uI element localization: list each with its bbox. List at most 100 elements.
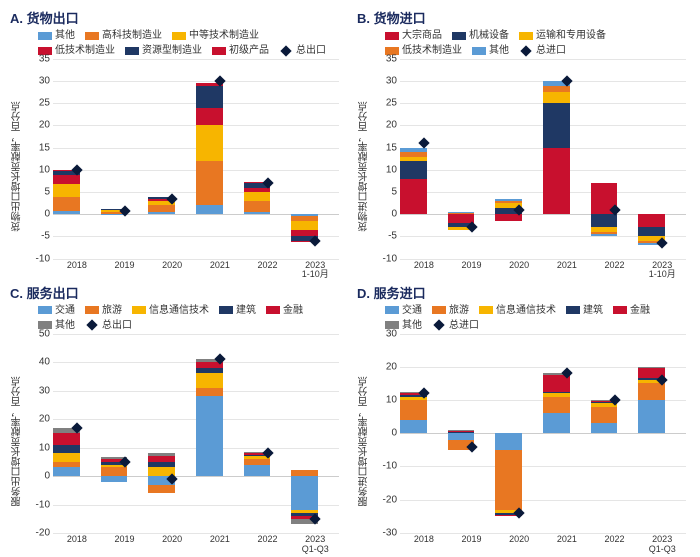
- legend-swatch: [132, 306, 146, 314]
- legend-label: 信息通信技术: [496, 304, 556, 317]
- legend-swatch: [172, 32, 186, 40]
- bar-slot: [400, 334, 448, 534]
- y-tick-label: 50: [39, 328, 50, 339]
- bar-segment: [448, 213, 475, 214]
- x-tick-label: 2020: [148, 535, 196, 549]
- chart-area: 服务出口增长贡献率，百分点-20-10010203040502018201920…: [8, 334, 345, 550]
- bar-slot: [53, 334, 101, 534]
- legend-swatch: [432, 306, 446, 314]
- bars-container: [53, 59, 339, 259]
- y-tick-label: 5: [44, 186, 50, 197]
- legend-label: 其他: [55, 319, 75, 332]
- legend-item: 总出口: [85, 319, 132, 332]
- bar-segment: [244, 188, 271, 192]
- plot: -20-100102030405020182019202020212022202…: [27, 334, 345, 550]
- bar-segment: [543, 393, 570, 396]
- legend-label: 低技术制造业: [402, 44, 462, 57]
- legend-swatch: [266, 306, 280, 314]
- bar-segment: [196, 396, 223, 476]
- legend-label: 建筑: [583, 304, 603, 317]
- diamond-icon: [433, 319, 444, 330]
- y-tick-label: 40: [39, 357, 50, 368]
- panel-title: D. 服务进口: [355, 283, 692, 302]
- bar-slot: [591, 59, 639, 259]
- legend-swatch: [219, 306, 233, 314]
- bar-segment: [638, 214, 665, 227]
- y-tick-label: -10: [36, 253, 50, 264]
- panel-title: A. 货物出口: [8, 8, 345, 27]
- x-tick-label: 2021: [196, 261, 244, 275]
- gridline: [53, 533, 339, 534]
- legend-item: 金融: [613, 304, 650, 317]
- bar-segment: [591, 407, 618, 424]
- legend-swatch: [452, 32, 466, 40]
- bar-slot: [196, 59, 244, 259]
- bar-segment: [196, 108, 223, 126]
- x-tick-label: 2018: [400, 261, 448, 275]
- legend-item: 交通: [385, 304, 422, 317]
- charts-grid: A. 货物出口其他高科技制造业中等技术制造业低技术制造业资源型制造业初级产品总出…: [8, 8, 692, 549]
- bar-segment: [244, 465, 271, 476]
- legend-swatch: [85, 32, 99, 40]
- bar-segment: [400, 152, 427, 156]
- legend-label: 机械设备: [469, 29, 509, 42]
- bar-slot: [244, 59, 292, 259]
- x-tick-label: 2021: [543, 535, 591, 549]
- bar-slot: [291, 59, 339, 259]
- bar-segment: [448, 431, 475, 432]
- bar-segment: [543, 148, 570, 214]
- x-tick-label: 2021: [196, 535, 244, 549]
- x-tick-label: 2018: [400, 535, 448, 549]
- bar-segment: [53, 197, 80, 210]
- bar-slot: [148, 59, 196, 259]
- plot: -10-505101520253035201820192020202120222…: [27, 59, 345, 275]
- bar-segment: [448, 430, 475, 431]
- y-axis-label: 服务进口增长贡献率，百分点: [355, 334, 374, 550]
- y-tick-label: 30: [386, 76, 397, 87]
- legend-swatch: [125, 47, 139, 55]
- y-tick-label: 10: [39, 164, 50, 175]
- bar-segment: [196, 161, 223, 205]
- y-tick-label: -10: [36, 499, 50, 510]
- bar-segment: [291, 476, 318, 510]
- legend-label: 其他: [402, 319, 422, 332]
- legend-item: 其他: [472, 44, 509, 57]
- diamond-icon: [520, 45, 531, 56]
- x-tick-label: 2020: [495, 261, 543, 275]
- legend-swatch: [519, 32, 533, 40]
- plot-area: -30-20-100102030: [400, 334, 686, 534]
- x-tick-label: 2022: [244, 535, 292, 549]
- legend-item: 总进口: [432, 319, 479, 332]
- legend-item: 交通: [38, 304, 75, 317]
- legend-label: 初级产品: [229, 44, 269, 57]
- y-tick-label: 10: [386, 394, 397, 405]
- x-tick-label: 2020: [495, 535, 543, 549]
- y-tick-label: 0: [44, 471, 50, 482]
- bar-slot: [291, 334, 339, 534]
- bar-segment: [244, 212, 271, 214]
- legend-label: 运输和专用设备: [536, 29, 606, 42]
- y-axis-label: 货物进口增长贡献率，百分点: [355, 59, 374, 275]
- legend-label: 高科技制造业: [102, 29, 162, 42]
- bar-segment: [495, 450, 522, 510]
- y-axis-label: 货物出口增长贡献率，百分点: [8, 59, 27, 275]
- legend: 交通旅游信息通信技术建筑金融其他总出口: [8, 304, 345, 334]
- bar-segment: [400, 400, 427, 420]
- y-tick-label: -5: [388, 231, 397, 242]
- legend-item: 建筑: [566, 304, 603, 317]
- bar-segment: [148, 462, 175, 468]
- bar-segment: [448, 212, 475, 213]
- y-tick-label: 25: [39, 98, 50, 109]
- x-tick-label: 2018: [53, 261, 101, 275]
- y-tick-label: 20: [386, 361, 397, 372]
- plot-area: -10-505101520253035: [53, 59, 339, 259]
- panel-title: C. 服务出口: [8, 283, 345, 302]
- y-tick-label: 20: [39, 120, 50, 131]
- legend: 其他高科技制造业中等技术制造业低技术制造业资源型制造业初级产品总出口: [8, 29, 345, 59]
- panel-goods-exports: A. 货物出口其他高科技制造业中等技术制造业低技术制造业资源型制造业初级产品总出…: [8, 8, 345, 275]
- bar-segment: [148, 456, 175, 462]
- gridline: [53, 259, 339, 260]
- legend-label: 低技术制造业: [55, 44, 115, 57]
- legend-item: 其他: [38, 29, 75, 42]
- legend-label: 总进口: [449, 319, 479, 332]
